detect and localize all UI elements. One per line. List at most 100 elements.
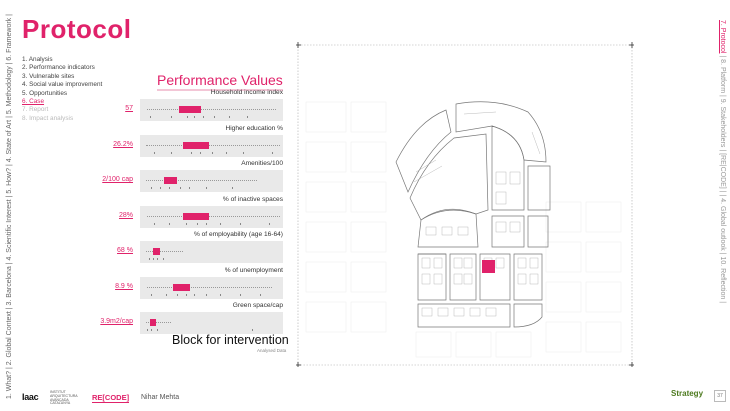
- indicator-boxplot: [140, 241, 283, 263]
- left-nav-text[interactable]: 1. What? | 2. Global Context | 3. Barcel…: [6, 14, 13, 399]
- boxplot-tick: [231, 187, 233, 189]
- boxplot-tick: [157, 329, 159, 331]
- indicator-title: % of inactive spaces: [222, 195, 283, 203]
- boxplot-tick: [202, 116, 204, 118]
- boxplot-tick: [150, 116, 151, 118]
- boxplot-tick: [171, 151, 173, 154]
- boxplot-tick: [225, 151, 227, 154]
- block-title: Block for intervention: [172, 333, 289, 347]
- iaac-logo-caption: INSTITUT ARQUITECTURA AVANÇADA CATALUNYA: [50, 390, 78, 406]
- indicator-boxplot: [140, 205, 283, 228]
- right-nav-item[interactable]: | 8. Platform | 9. Stakeholders |: [719, 53, 726, 154]
- indicator-title: Amenities/100: [241, 160, 283, 167]
- boxplot-tick: [240, 293, 242, 296]
- indicator-title: Household income index: [210, 89, 283, 96]
- boxplot-tick: [147, 329, 149, 331]
- boxplot-tick: [185, 293, 187, 296]
- boxplot-whisker: [147, 109, 276, 110]
- boxplot-tick: [168, 187, 170, 189]
- indicator-value: 8.9 %: [115, 282, 133, 290]
- left-vertical-nav[interactable]: 1. What? | 2. Global Context | 3. Barcel…: [0, 6, 18, 406]
- boxplot-tick: [242, 151, 244, 154]
- boxplot-tick: [205, 293, 207, 296]
- crosshair-icon: [296, 42, 634, 367]
- boxplot-whisker: [145, 251, 183, 252]
- map-frame: [297, 44, 633, 366]
- indicator-boxplot: [140, 170, 283, 192]
- boxplot-tick: [220, 293, 222, 296]
- boxplot-tick: [154, 222, 156, 225]
- boxplot-tick: [152, 258, 154, 260]
- iaac-logo: Iaac: [22, 392, 39, 402]
- right-nav-text[interactable]: 7. Protocol | 8. Platform | 9. Stakehold…: [719, 20, 726, 303]
- boxplot-tick: [151, 293, 153, 296]
- boxplot-tick: [148, 258, 150, 260]
- context-blocks: [305, 101, 622, 358]
- boxplot-tick: [205, 222, 207, 225]
- boxplot-tick: [157, 258, 159, 260]
- boxplot-tick: [154, 151, 156, 154]
- boxplot-tick: [188, 187, 190, 189]
- protocol-step: 4. Social value improvement: [22, 81, 103, 89]
- boxplot-tick: [180, 187, 182, 189]
- protocol-steps: 1. Analysis 2. Performance indicators 3. V…: [22, 56, 102, 123]
- page-title: Protocol: [22, 14, 132, 44]
- boxplot-whisker: [147, 286, 272, 288]
- protocol-step: 3. Vulnerable sites: [22, 72, 75, 80]
- boxplot-tick: [162, 258, 164, 260]
- indicator-value: 68 %: [117, 247, 133, 254]
- indicator-value: 2/100 cap: [102, 176, 133, 183]
- urban-block-map: [296, 42, 634, 367]
- boxplot-box: [182, 212, 209, 220]
- block-subtitle: Analysed Data: [257, 348, 287, 353]
- boxplot-tick: [247, 116, 249, 118]
- right-nav-item[interactable]: | 4. Global outlook | 10. Reflection |: [719, 194, 726, 304]
- boxplot-tick: [251, 329, 253, 331]
- boxplot-tick: [194, 293, 196, 296]
- boxplot-whisker: [145, 144, 281, 146]
- boxplot-whisker: [145, 322, 172, 323]
- boxplot-tick: [177, 293, 179, 296]
- boxplot-tick: [191, 151, 193, 154]
- protocol-step: 6. Case: [22, 98, 45, 106]
- boxplot-whisker: [145, 180, 258, 181]
- boxplot-tick: [220, 222, 222, 225]
- boxplot-tick: [211, 151, 213, 154]
- right-nav-item[interactable]: 7. Protocol: [719, 20, 726, 54]
- boxplot-box: [164, 177, 178, 184]
- indicator-title: % of employability (age 16-64): [193, 231, 283, 238]
- right-vertical-nav[interactable]: 7. Protocol | 8. Platform | 9. Stakehold…: [714, 20, 728, 380]
- boxplot-tick: [200, 151, 202, 154]
- boxplot-box: [150, 319, 156, 326]
- boxplot-tick: [240, 222, 242, 225]
- boxplot-tick: [165, 293, 167, 296]
- protocol-step: 8. Impact analysis: [22, 114, 74, 122]
- boxplot-tick: [168, 222, 170, 225]
- boxplot-tick: [185, 222, 187, 225]
- boxplot-tick: [268, 222, 270, 225]
- indicator-boxplot: [140, 134, 283, 157]
- boxplot-box: [152, 248, 160, 255]
- buildings: [413, 111, 541, 317]
- boxplot-box: [182, 141, 209, 149]
- indicator-boxplot: [140, 276, 283, 299]
- boxplot-tick: [205, 187, 207, 189]
- boxplot-box: [178, 106, 202, 113]
- boxplot-tick: [187, 116, 189, 118]
- author-name: Nihar Mehta: [141, 394, 180, 401]
- boxplot-tick: [214, 116, 216, 118]
- indicator-value: 26.2%: [113, 140, 133, 148]
- indicator-title: Green space/cap: [232, 302, 283, 309]
- boxplot-tick: [260, 293, 262, 296]
- boxplot-tick: [271, 151, 273, 154]
- right-nav-item[interactable]: [RE|CODE] |: [719, 153, 726, 195]
- page-number: 37: [714, 390, 726, 402]
- indicator-value: 57: [125, 105, 133, 112]
- protocol-step: 1. Analysis: [22, 56, 53, 63]
- section-label: Strategy: [671, 389, 704, 398]
- boxplot-whisker: [147, 215, 281, 217]
- boxplot-tick: [228, 116, 230, 118]
- intervention-block: [482, 260, 495, 273]
- boxplot-tick: [151, 187, 153, 189]
- performance-heading: Performance Values: [157, 72, 283, 91]
